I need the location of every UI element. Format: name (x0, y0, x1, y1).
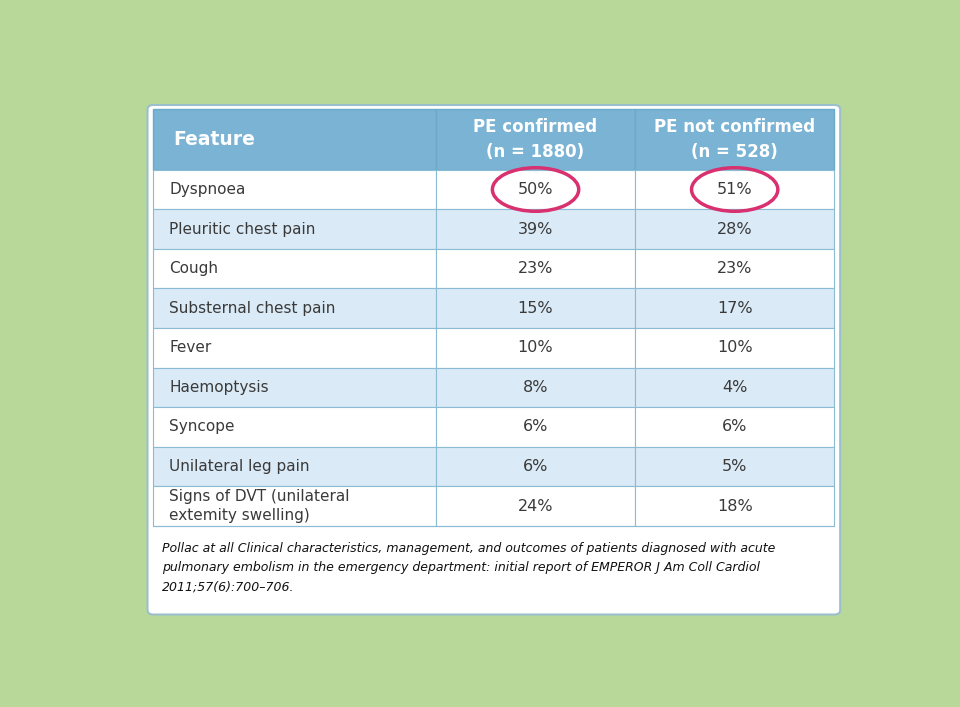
FancyBboxPatch shape (154, 407, 436, 447)
Text: Substernal chest pain: Substernal chest pain (169, 300, 335, 316)
FancyBboxPatch shape (154, 288, 436, 328)
Text: Haemoptysis: Haemoptysis (169, 380, 269, 395)
FancyBboxPatch shape (636, 407, 834, 447)
FancyBboxPatch shape (436, 368, 636, 407)
Text: 6%: 6% (523, 459, 548, 474)
Text: 6%: 6% (523, 419, 548, 434)
Text: 15%: 15% (517, 300, 553, 316)
Text: 17%: 17% (717, 300, 753, 316)
Text: Feature: Feature (173, 130, 255, 149)
FancyBboxPatch shape (636, 110, 834, 170)
Text: 18%: 18% (717, 498, 753, 513)
Text: 10%: 10% (717, 340, 753, 355)
Text: Fever: Fever (169, 340, 211, 355)
Text: 51%: 51% (717, 182, 753, 197)
FancyBboxPatch shape (154, 486, 436, 526)
FancyBboxPatch shape (436, 486, 636, 526)
FancyBboxPatch shape (154, 249, 436, 288)
FancyBboxPatch shape (636, 447, 834, 486)
FancyBboxPatch shape (636, 209, 834, 249)
Text: 6%: 6% (722, 419, 748, 434)
Text: 10%: 10% (517, 340, 553, 355)
Text: 23%: 23% (717, 261, 753, 276)
FancyBboxPatch shape (436, 249, 636, 288)
Text: 5%: 5% (722, 459, 748, 474)
FancyBboxPatch shape (436, 110, 636, 170)
FancyBboxPatch shape (154, 447, 436, 486)
FancyBboxPatch shape (436, 170, 636, 209)
FancyBboxPatch shape (436, 328, 636, 368)
FancyBboxPatch shape (154, 170, 436, 209)
FancyBboxPatch shape (154, 328, 436, 368)
FancyBboxPatch shape (436, 447, 636, 486)
FancyBboxPatch shape (636, 249, 834, 288)
FancyBboxPatch shape (154, 110, 436, 170)
Text: Dyspnoea: Dyspnoea (169, 182, 246, 197)
Text: PE confirmed
(n = 1880): PE confirmed (n = 1880) (473, 118, 598, 161)
FancyBboxPatch shape (636, 288, 834, 328)
Text: 4%: 4% (722, 380, 748, 395)
FancyBboxPatch shape (636, 486, 834, 526)
Text: Pollac at all Clinical characteristics, management, and outcomes of patients dia: Pollac at all Clinical characteristics, … (162, 542, 776, 593)
Text: 23%: 23% (517, 261, 553, 276)
Text: Pleuritic chest pain: Pleuritic chest pain (169, 221, 316, 237)
Text: Signs of DVT (unilateral
extemity swelling): Signs of DVT (unilateral extemity swelli… (169, 489, 349, 523)
Text: 8%: 8% (523, 380, 548, 395)
Text: PE not confirmed
(n = 528): PE not confirmed (n = 528) (654, 118, 815, 161)
FancyBboxPatch shape (436, 407, 636, 447)
Text: Syncope: Syncope (169, 419, 234, 434)
FancyBboxPatch shape (636, 368, 834, 407)
FancyBboxPatch shape (154, 209, 436, 249)
FancyBboxPatch shape (436, 288, 636, 328)
Text: 39%: 39% (517, 221, 553, 237)
FancyBboxPatch shape (636, 328, 834, 368)
FancyBboxPatch shape (148, 105, 840, 614)
Text: 24%: 24% (517, 498, 553, 513)
Text: 28%: 28% (717, 221, 753, 237)
Text: Cough: Cough (169, 261, 218, 276)
FancyBboxPatch shape (636, 170, 834, 209)
FancyBboxPatch shape (154, 368, 436, 407)
Text: Unilateral leg pain: Unilateral leg pain (169, 459, 309, 474)
Text: 50%: 50% (517, 182, 553, 197)
FancyBboxPatch shape (436, 209, 636, 249)
